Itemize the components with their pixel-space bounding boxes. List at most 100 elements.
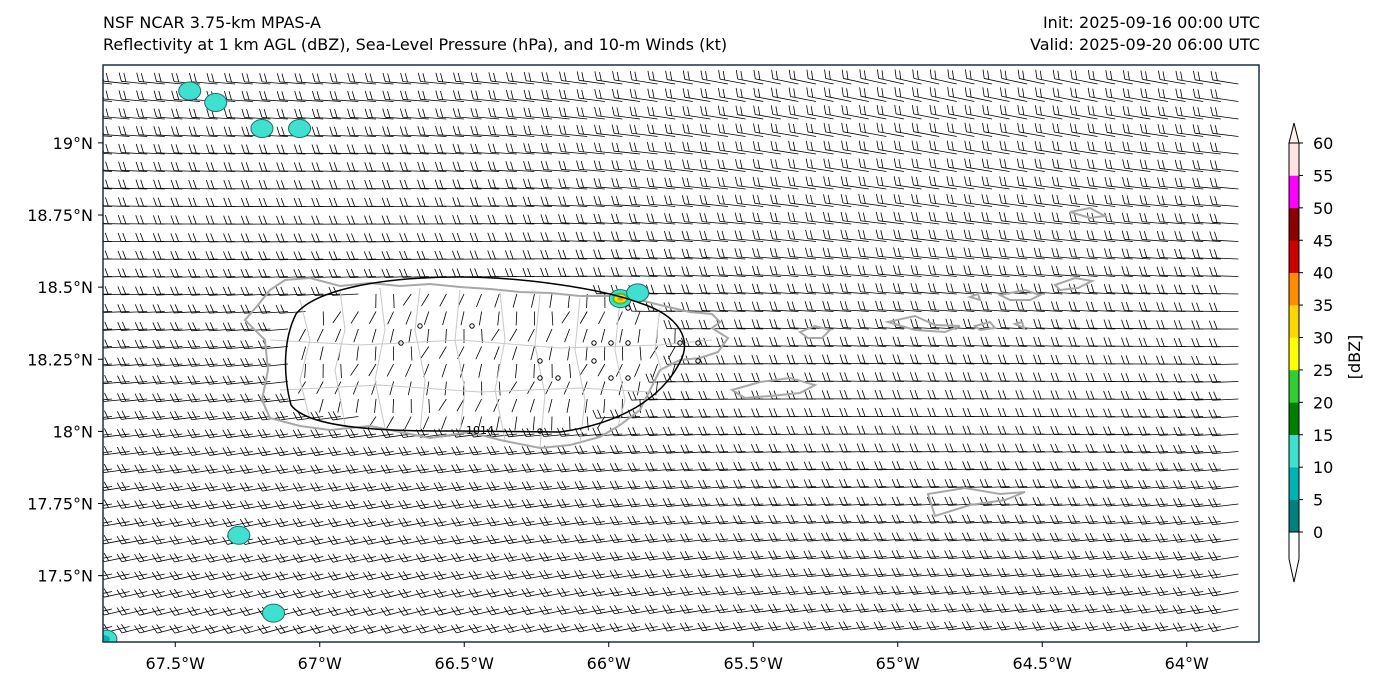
- wind-barb-flag: [191, 535, 198, 544]
- wind-barb-flag: [204, 465, 210, 474]
- wind-barb-flag: [456, 268, 461, 278]
- wind-barb-flag: [663, 409, 668, 418]
- wind-barb-flag: [752, 265, 756, 275]
- wind-barb-flag: [138, 499, 145, 508]
- wind-barb: [350, 363, 359, 376]
- wind-barb-flag: [210, 215, 215, 225]
- wind-barb-flag: [649, 497, 655, 507]
- wind-barb-flag: [1019, 479, 1024, 488]
- wind-barb-flag: [1191, 249, 1196, 258]
- wind-barb-flag: [206, 144, 210, 154]
- wind-barb-flag: [770, 176, 774, 186]
- wind-barb-flag: [1103, 355, 1108, 364]
- wind-barb-flag: [1109, 124, 1113, 134]
- wind-barb-flag: [861, 461, 866, 470]
- wind-barb-flag: [944, 425, 949, 435]
- wind-barb-flag: [192, 339, 197, 349]
- wind-barb-flag: [380, 447, 386, 456]
- wind-barb-flag: [227, 215, 232, 225]
- wind-barb-flag: [118, 90, 122, 100]
- wind-barb-flag: [715, 533, 721, 542]
- wind-barb-flag: [470, 161, 474, 171]
- wind-barb-flag: [545, 196, 549, 206]
- wind-barb-flag: [597, 267, 602, 277]
- wind-barb-flag: [434, 215, 439, 224]
- wind-barb-flag: [575, 267, 580, 277]
- wind-barb-flag: [897, 336, 901, 346]
- wind-barb-flag: [279, 482, 285, 491]
- wind-barb-flag: [139, 464, 145, 473]
- wind-barb-flag: [315, 428, 321, 438]
- wind-barb-flag: [775, 70, 778, 80]
- wind-barb-flag: [452, 232, 456, 242]
- wind-barb-flag: [257, 429, 263, 438]
- wind-barb-flag: [738, 355, 743, 364]
- wind-barb-flag: [257, 376, 263, 385]
- wind-barb: [634, 363, 641, 378]
- wind-barb-flag: [827, 230, 831, 240]
- wind-barb-flag: [878, 478, 884, 488]
- wind-barb-flag: [457, 161, 461, 171]
- wind-barb-flag: [345, 429, 351, 438]
- wind-barb-flag: [545, 232, 549, 242]
- wind-barb-flag: [363, 269, 368, 278]
- wind-barb-flag: [950, 265, 954, 275]
- wind-barb-flag: [999, 105, 1003, 115]
- wind-barb-flag: [821, 390, 826, 399]
- wind-barb-flag: [1126, 213, 1130, 223]
- wind-barb-flag: [805, 158, 809, 168]
- wind-barb-flag: [152, 447, 158, 456]
- wind-barb-flag: [292, 429, 298, 438]
- wind-barb-flag: [558, 178, 562, 188]
- wind-barb-flag: [791, 301, 796, 311]
- wind-barb-flag: [997, 407, 1002, 417]
- wind-barb-flag: [508, 516, 514, 526]
- wind-barb-flag: [698, 390, 703, 400]
- wind-barb-flag: [222, 358, 228, 367]
- wind-barb-flag: [985, 372, 989, 382]
- wind-barb-flag: [561, 463, 567, 472]
- wind-barb-flag: [294, 108, 298, 118]
- wind-barb-flag: [228, 126, 232, 136]
- wind-barb-flag: [593, 213, 597, 223]
- wind-barb-flag: [187, 429, 193, 438]
- wind-barb-flag: [105, 197, 109, 207]
- wind-barb-flag: [839, 318, 844, 328]
- wind-barb-flag: [83, 322, 86, 330]
- wind-barb-flag: [752, 247, 756, 257]
- wind-barb-flag: [1174, 266, 1178, 276]
- wind-barb-flag: [1039, 70, 1042, 80]
- wind-barb: [103, 538, 113, 542]
- wind-barb-flag: [1125, 426, 1130, 436]
- wind-barb-flag: [945, 300, 949, 310]
- wind-barb-flag: [962, 461, 967, 470]
- map-area[interactable]: 1014: [82, 64, 1260, 648]
- wind-barb-flag: [1108, 355, 1112, 364]
- wind-barb-flag: [755, 408, 760, 418]
- wind-barb-flag: [1175, 70, 1178, 80]
- wind-barb-flag: [1092, 106, 1095, 116]
- wind-barb-flag: [205, 322, 210, 332]
- wind-barb-flag: [209, 322, 215, 331]
- wind-barb-flag: [880, 265, 884, 275]
- wind-barb-flag: [1069, 123, 1073, 133]
- wind-barb-flag: [986, 212, 989, 222]
- wind-barb-flag: [453, 90, 457, 100]
- wind-barb-flag: [367, 446, 373, 455]
- wind-barb-flag: [298, 109, 303, 118]
- wind-barb-flag: [1143, 319, 1148, 329]
- wind-barb-flag: [968, 212, 972, 222]
- wind-barb-flag: [999, 176, 1002, 186]
- wind-barb-flag: [244, 428, 250, 438]
- wind-barb-flag: [135, 215, 140, 224]
- wind-barb-flag: [276, 108, 281, 118]
- wind-barb-flag: [386, 251, 391, 260]
- wind-barb-flag: [627, 516, 633, 525]
- wind-barb-flag: [292, 483, 298, 492]
- wind-barb-flag: [1038, 283, 1042, 293]
- wind-barb-flag: [700, 123, 703, 133]
- wind-barb-flag: [117, 215, 122, 224]
- wind-barb-flag: [174, 375, 180, 384]
- wind-barb-flag: [240, 286, 245, 296]
- wind-barb-flag: [1213, 284, 1218, 294]
